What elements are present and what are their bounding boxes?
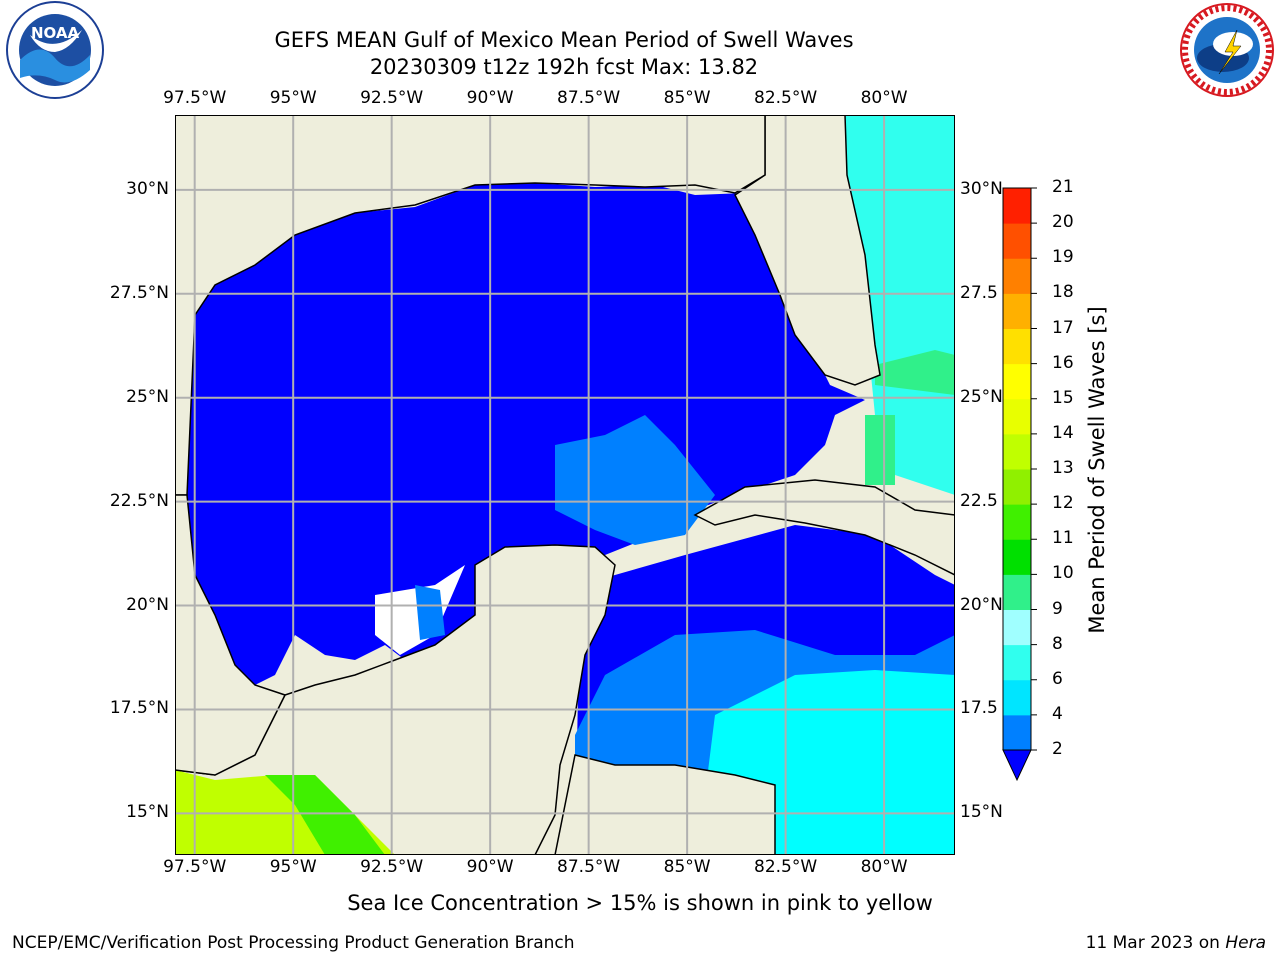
lon-label: 82.5°W xyxy=(754,88,818,108)
colorbar-bin xyxy=(1003,679,1031,716)
lat-label-right: 25°N xyxy=(960,386,1003,407)
florida xyxy=(734,115,881,386)
gulf-of-mexico-swell-field xyxy=(187,183,865,705)
colorbar-bin xyxy=(1003,574,1031,610)
lon-label: 80°W xyxy=(860,857,908,877)
lon-label: 90°W xyxy=(466,857,514,877)
colorbar-underflow-arrow xyxy=(1002,749,1032,782)
lon-label: 95°W xyxy=(269,857,317,877)
lon-label: 87.5°W xyxy=(557,857,621,877)
noaa-logo: NOAA xyxy=(6,1,104,99)
colorbar-tick-label: 18 xyxy=(1052,282,1074,303)
lat-label-right: 20°N xyxy=(960,594,1003,615)
lon-label: 87.5°W xyxy=(557,88,621,108)
colorbar-tick-label: 14 xyxy=(1052,422,1074,443)
colorbar-tick-label: 17 xyxy=(1052,317,1074,338)
lon-label: 82.5°W xyxy=(754,857,818,877)
colorbar-bin xyxy=(1003,363,1031,400)
chart-title: GEFS MEAN Gulf of Mexico Mean Period of … xyxy=(274,28,854,52)
colorbar-tick-label: 21 xyxy=(1052,177,1074,197)
atlantic-strip xyxy=(845,115,955,495)
footer-credit: NCEP/EMC/Verification Post Processing Pr… xyxy=(12,933,575,953)
lon-label: 80°W xyxy=(860,88,908,108)
bahamas-green xyxy=(875,350,955,395)
colorbar-bin xyxy=(1003,328,1031,365)
colorbar xyxy=(1002,187,1037,782)
colorbar-tick-label: 19 xyxy=(1052,247,1074,268)
graticule xyxy=(175,115,955,855)
colorbar-bin xyxy=(1003,188,1031,224)
colorbar-bin xyxy=(1003,539,1031,575)
lon-label: 97.5°W xyxy=(163,88,227,108)
mexico-west-coast xyxy=(175,494,287,776)
colorbar-tick-label: 4 xyxy=(1052,703,1063,724)
lat-label-left: 25°N xyxy=(126,386,169,407)
colorbar-tick-label: 13 xyxy=(1052,458,1074,478)
sea-ice-caption: Sea Ice Concentration > 15% is shown in … xyxy=(347,891,933,915)
honduras-coast xyxy=(554,754,776,855)
lat-label-left: 17.5°N xyxy=(109,698,169,719)
lon-label: 85°W xyxy=(663,857,711,877)
lon-label: 85°W xyxy=(663,88,711,108)
lat-label-left: 20°N xyxy=(126,594,169,615)
gulf-patch-3 xyxy=(415,585,445,640)
colorbar-tick-label: 20 xyxy=(1052,212,1074,233)
lat-label-right: 15°N xyxy=(960,802,1003,823)
cuba xyxy=(693,479,955,576)
lat-label-left: 15°N xyxy=(126,802,169,823)
pacific-swell-green xyxy=(265,775,385,855)
lat-label-left: 22.5°N xyxy=(109,490,169,511)
gulf-patch-2 xyxy=(555,415,715,545)
colorbar-tick-label: 9 xyxy=(1052,598,1063,619)
lon-label: 92.5°W xyxy=(360,857,424,877)
colorbar-bin xyxy=(1003,644,1031,681)
colorbar-tick-label: 2 xyxy=(1052,739,1063,759)
colorbar-bin xyxy=(1003,293,1031,329)
colorbar-bin xyxy=(1003,223,1031,259)
map-panel xyxy=(175,115,955,855)
colorbar-bin xyxy=(1003,504,1031,540)
colorbar-bin xyxy=(1003,258,1031,294)
colorbar-bin xyxy=(1003,469,1031,505)
colorbar-tick-label: 12 xyxy=(1052,493,1074,514)
lon-label: 95°W xyxy=(269,88,317,108)
bahamas-green-2 xyxy=(865,415,895,485)
lat-label-left: 30°N xyxy=(126,178,169,199)
lat-label-right: 22.5 xyxy=(960,490,998,511)
colorbar-tick-label: 8 xyxy=(1052,633,1063,654)
nws-logo xyxy=(1180,3,1274,97)
chart-subtitle: 20230309 t12z 192h fcst Max: 13.82 xyxy=(369,55,759,79)
lon-label: 92.5°W xyxy=(360,88,424,108)
colorbar-bin xyxy=(1003,609,1031,646)
lon-label: 97.5°W xyxy=(163,857,227,877)
footer-date: 11 Mar 2023 on Hera xyxy=(1086,933,1266,953)
lat-label-right: 30°N xyxy=(960,178,1003,199)
colorbar-bin xyxy=(1003,398,1031,435)
colorbar-tick-label: 15 xyxy=(1052,387,1074,408)
colorbar-tick-label: 16 xyxy=(1052,352,1074,373)
footer-host: Hera xyxy=(1225,933,1266,953)
lat-label-right: 27.5 xyxy=(960,282,998,303)
lat-label-left: 27.5°N xyxy=(109,282,169,303)
colorbar-tick-label: 6 xyxy=(1052,668,1063,689)
colorbar-bin xyxy=(1003,714,1031,751)
lat-label-right: 17.5 xyxy=(960,698,998,719)
colorbar-tick-label: 11 xyxy=(1052,528,1074,549)
lon-label: 90°W xyxy=(466,88,514,108)
noaa-logo-text: NOAA xyxy=(31,24,80,42)
colorbar-label: Mean Period of Swell Waves [s] xyxy=(1085,306,1109,634)
footer-date-text: 11 Mar 2023 on xyxy=(1085,933,1226,953)
colorbar-tick-label: 10 xyxy=(1052,563,1074,584)
colorbar-bin xyxy=(1003,433,1031,470)
